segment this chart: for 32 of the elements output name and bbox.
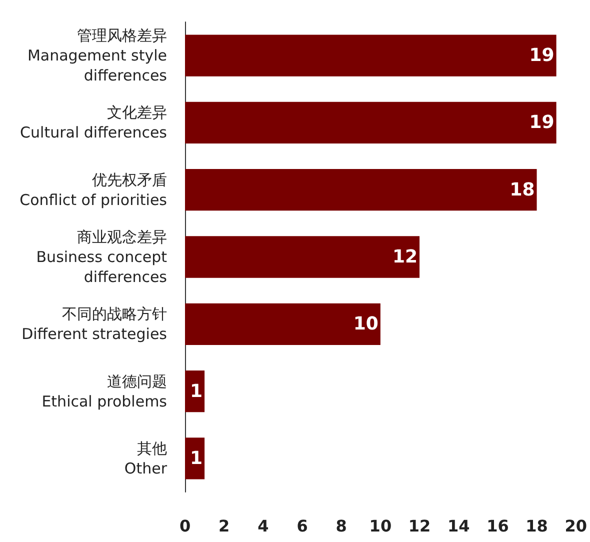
x-tick-label: 14 — [447, 516, 470, 536]
x-tick-label: 12 — [408, 516, 431, 536]
y-tick-label: 道德问题 Ethical problems — [42, 372, 168, 410]
data-label: 1 — [190, 448, 203, 469]
bar — [185, 169, 537, 211]
x-tick-label: 0 — [179, 516, 191, 536]
y-tick-label: 管理风格差异 Management style differences — [27, 26, 168, 85]
x-tick-label: 16 — [486, 516, 509, 536]
x-tick-label: 2 — [218, 516, 230, 536]
x-tick-label: 10 — [369, 516, 392, 536]
bar — [185, 34, 556, 76]
y-tick-label: 不同的战略方针 Different strategies — [22, 305, 168, 344]
data-label: 19 — [529, 45, 554, 66]
x-tick-label: 20 — [564, 516, 587, 536]
bar — [185, 438, 205, 480]
y-tick-label: 优先权矛盾 Conflict of priorities — [20, 170, 168, 209]
bar — [185, 102, 556, 144]
bar — [185, 370, 205, 412]
x-tick-label: 8 — [336, 516, 347, 536]
y-tick-label: 商业观念差异 Business concept differences — [36, 228, 168, 286]
bar — [185, 303, 380, 345]
data-label: 10 — [353, 314, 378, 335]
x-tick-label: 4 — [258, 516, 269, 536]
bar — [185, 236, 420, 278]
y-tick-label: 其他 Other — [124, 439, 168, 478]
x-tick-label: 6 — [296, 516, 308, 536]
data-label: 19 — [529, 112, 554, 134]
data-label: 1 — [190, 380, 203, 402]
data-label: 18 — [510, 179, 535, 200]
x-tick-label: 18 — [526, 516, 548, 536]
data-label: 12 — [392, 246, 418, 268]
y-tick-label: 文化差异 Cultural differences — [20, 104, 168, 142]
